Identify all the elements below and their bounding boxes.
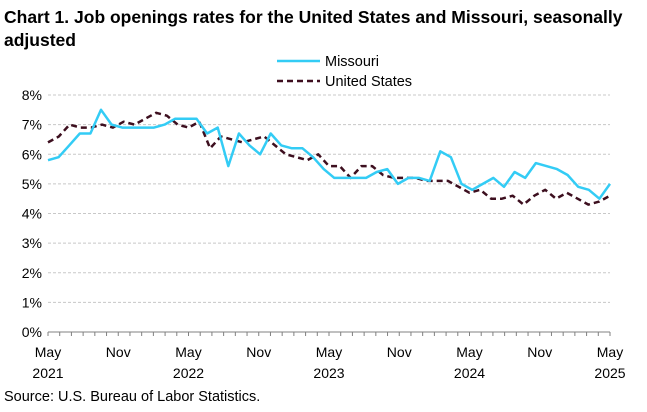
- y-tick-label: 8%: [22, 87, 42, 103]
- source-note: Source: U.S. Bureau of Labor Statistics.: [4, 389, 261, 405]
- x-tick-label-month: Nov: [246, 344, 271, 360]
- x-tick-label-month: May: [316, 344, 342, 360]
- x-tick-label-year: 2021: [32, 365, 63, 381]
- series-line-united-states: [47, 111, 611, 206]
- x-axis: May 2021 Nov May 2022 Nov May 2023 Nov May 2024 Nov…: [32, 331, 626, 381]
- x-tick-label-month: May: [456, 344, 482, 360]
- x-tick-label-month: Nov: [106, 344, 131, 360]
- y-tick-label: 6%: [22, 146, 42, 162]
- x-tick-label-year: 2024: [454, 365, 485, 381]
- x-tick-label-month: Nov: [387, 344, 412, 360]
- legend-label-missouri: Missouri: [325, 54, 379, 70]
- y-tick-label: 4%: [22, 206, 42, 222]
- x-tick-label-month: May: [597, 344, 623, 360]
- x-tick-label-year: 2025: [594, 365, 625, 381]
- x-tick-label-year: 2022: [173, 365, 204, 381]
- y-tick-label: 3%: [22, 235, 42, 251]
- y-tick-label: 0%: [22, 324, 42, 340]
- series-line-missouri: [47, 108, 612, 200]
- x-tick-label-month: May: [175, 344, 201, 360]
- x-tick-label-month: May: [35, 344, 61, 360]
- y-tick-label: 1%: [22, 294, 42, 310]
- series-lines: [47, 108, 612, 206]
- x-tick-label-year: 2023: [313, 365, 344, 381]
- y-axis: 0% 1% 2% 3% 4% 5% 6% 7% 8%: [22, 87, 42, 340]
- legend-label-united-states: United States: [325, 74, 412, 90]
- y-tick-label: 5%: [22, 176, 42, 192]
- y-tick-label: 2%: [22, 265, 42, 281]
- y-tick-label: 7%: [22, 117, 42, 133]
- legend: Missouri United States: [277, 54, 412, 90]
- chart-title: Chart 1. Job openings rates for the Unit…: [4, 7, 623, 50]
- x-tick-label-month: Nov: [527, 344, 552, 360]
- gridlines: [48, 94, 610, 303]
